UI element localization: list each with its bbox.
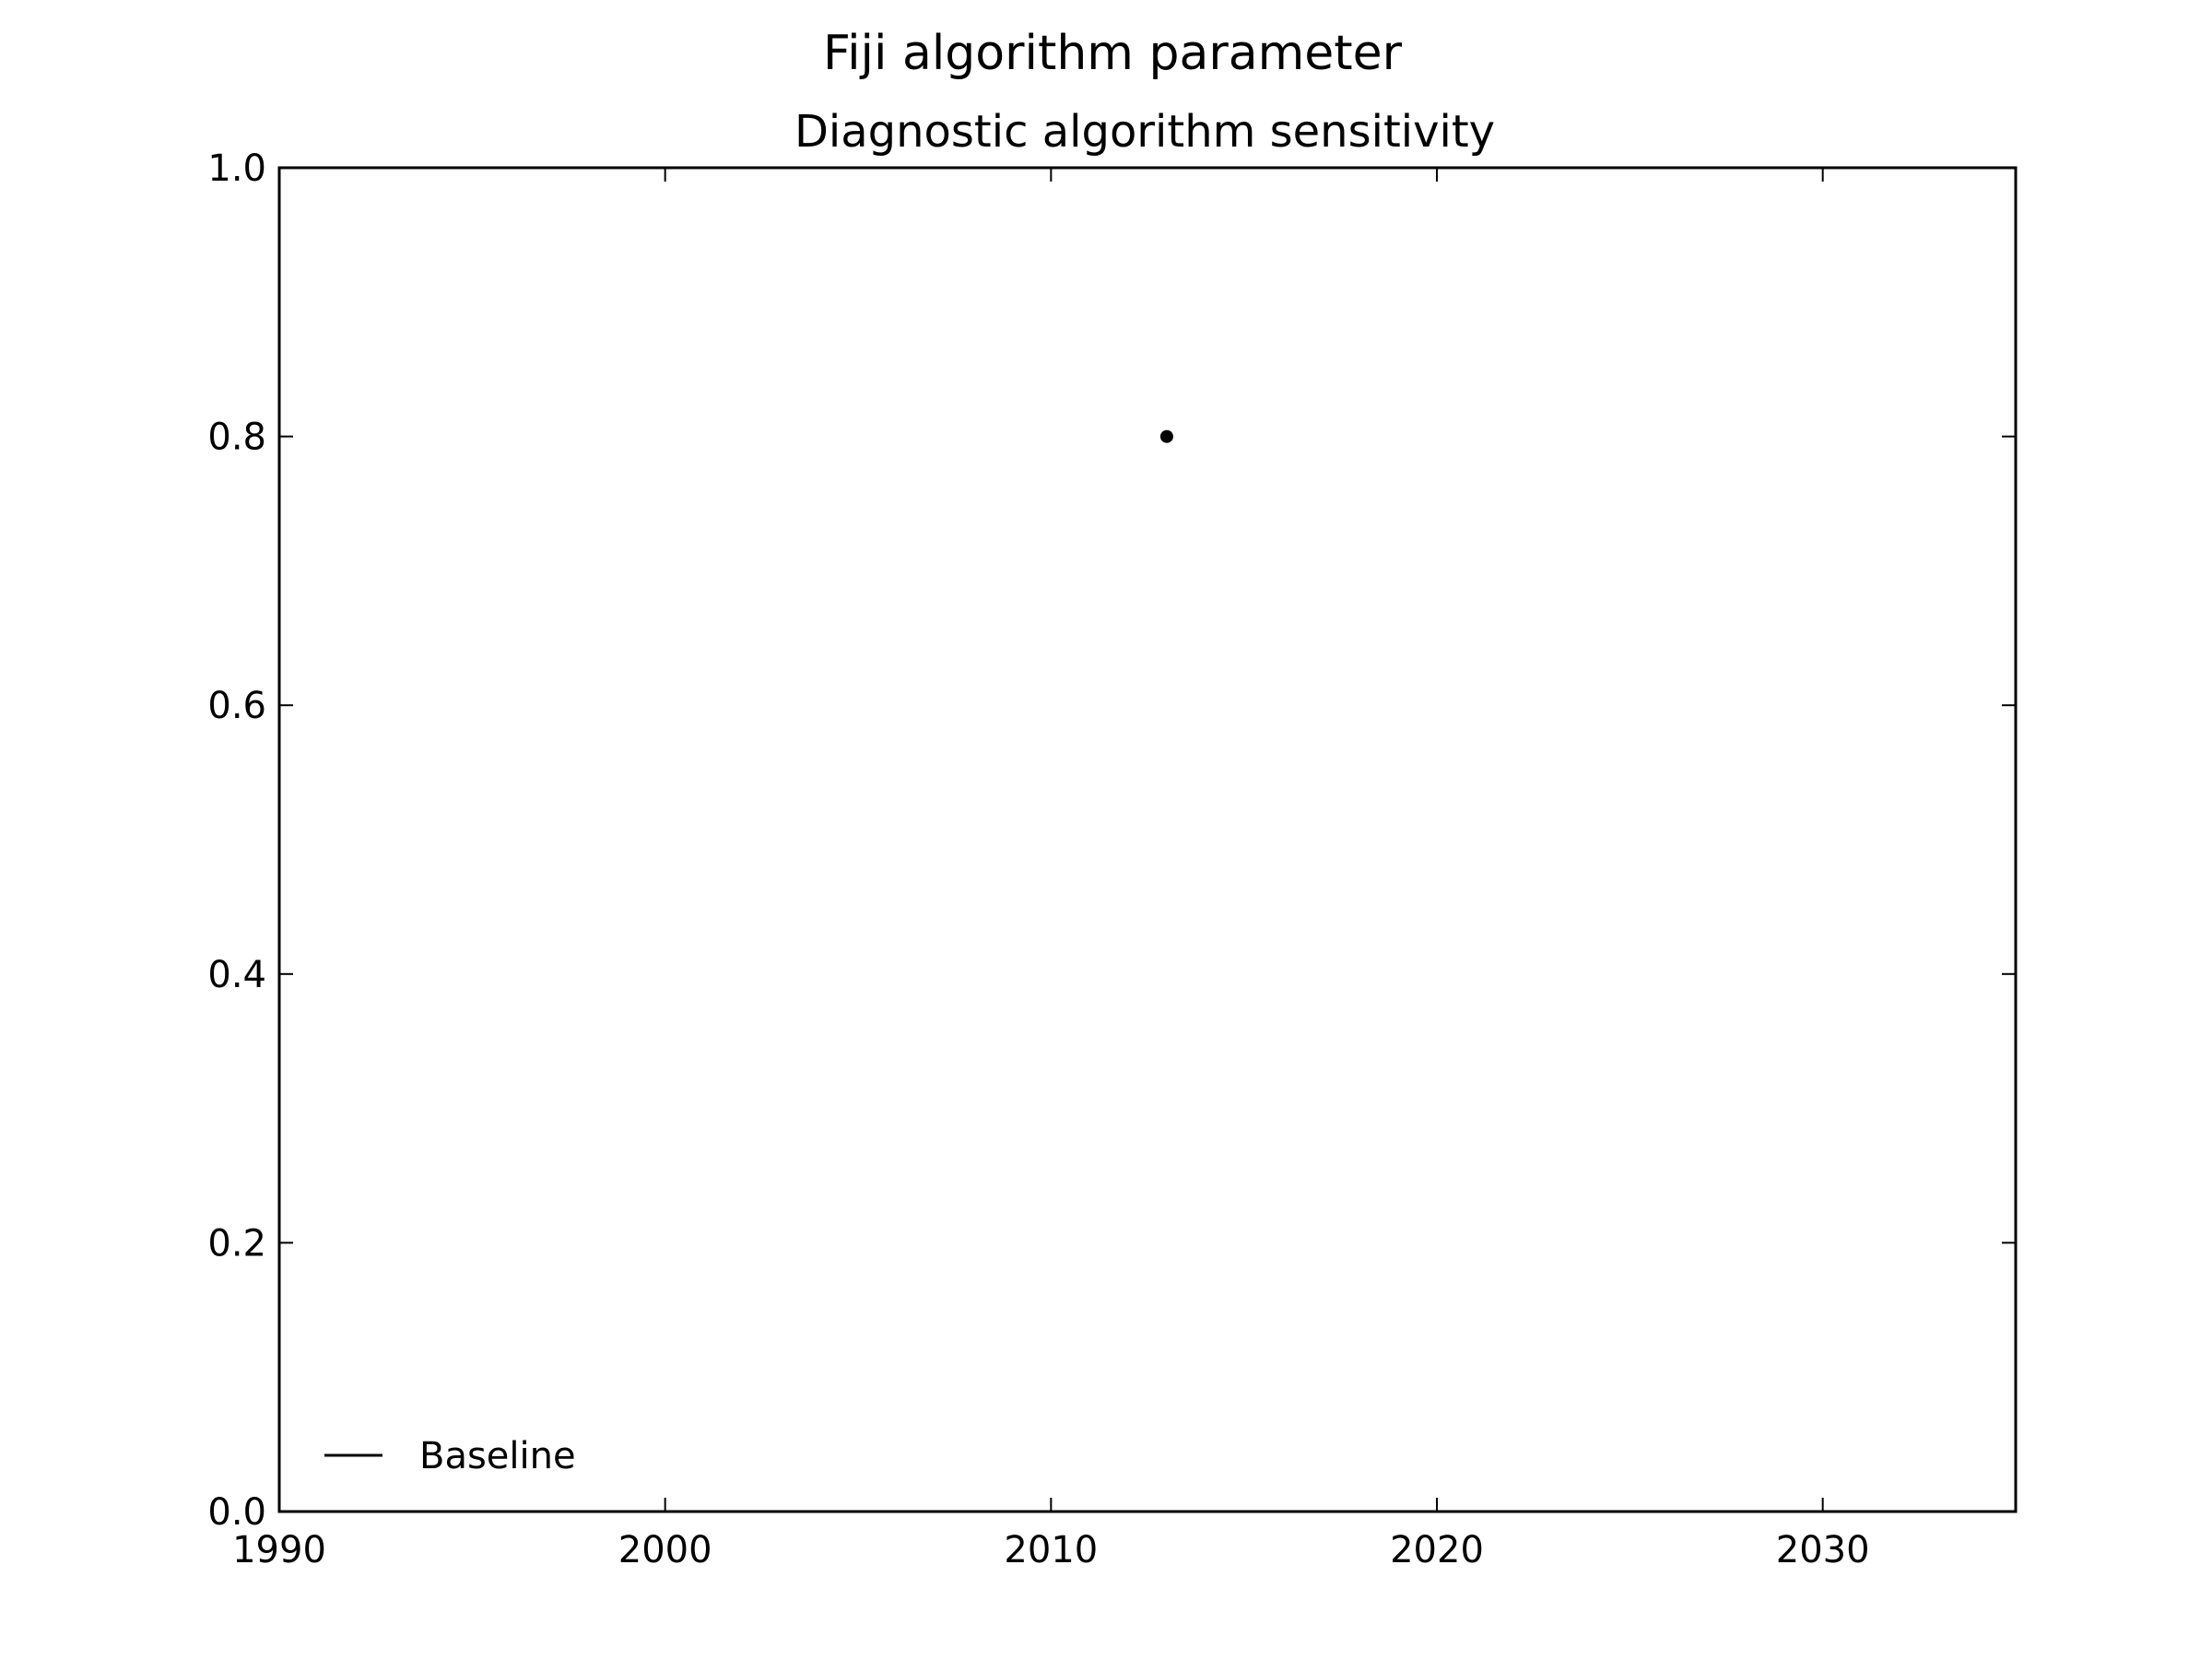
chart-title: Diagnostic algorithm sensitivity — [794, 106, 1495, 158]
x-axis: 1990 2000 2010 2020 2030 — [232, 168, 1870, 1571]
legend: Baseline — [324, 1435, 576, 1477]
y-tick-label: 0.2 — [207, 1222, 266, 1265]
x-tick-label: 1990 — [232, 1529, 326, 1571]
x-tick-label: 2020 — [1390, 1529, 1484, 1571]
y-tick-label: 1.0 — [207, 147, 266, 190]
x-tick-label: 2000 — [618, 1529, 712, 1571]
y-axis: 0.0 0.2 0.4 0.6 0.8 1.0 — [207, 147, 2016, 1534]
x-tick-label: 2010 — [1004, 1529, 1098, 1571]
y-tick-label: 0.6 — [207, 685, 266, 727]
x-tick-label: 2030 — [1776, 1529, 1870, 1571]
data-points — [1159, 429, 1173, 443]
y-tick-label: 0.0 — [207, 1491, 266, 1534]
chart-suptitle: Fiji algorithm parameter — [823, 26, 1403, 81]
plot-area — [277, 166, 2018, 1513]
legend-label-baseline: Baseline — [419, 1435, 576, 1477]
y-tick-label: 0.8 — [207, 417, 266, 459]
data-point — [1159, 429, 1173, 443]
y-tick-label: 0.4 — [207, 954, 266, 996]
